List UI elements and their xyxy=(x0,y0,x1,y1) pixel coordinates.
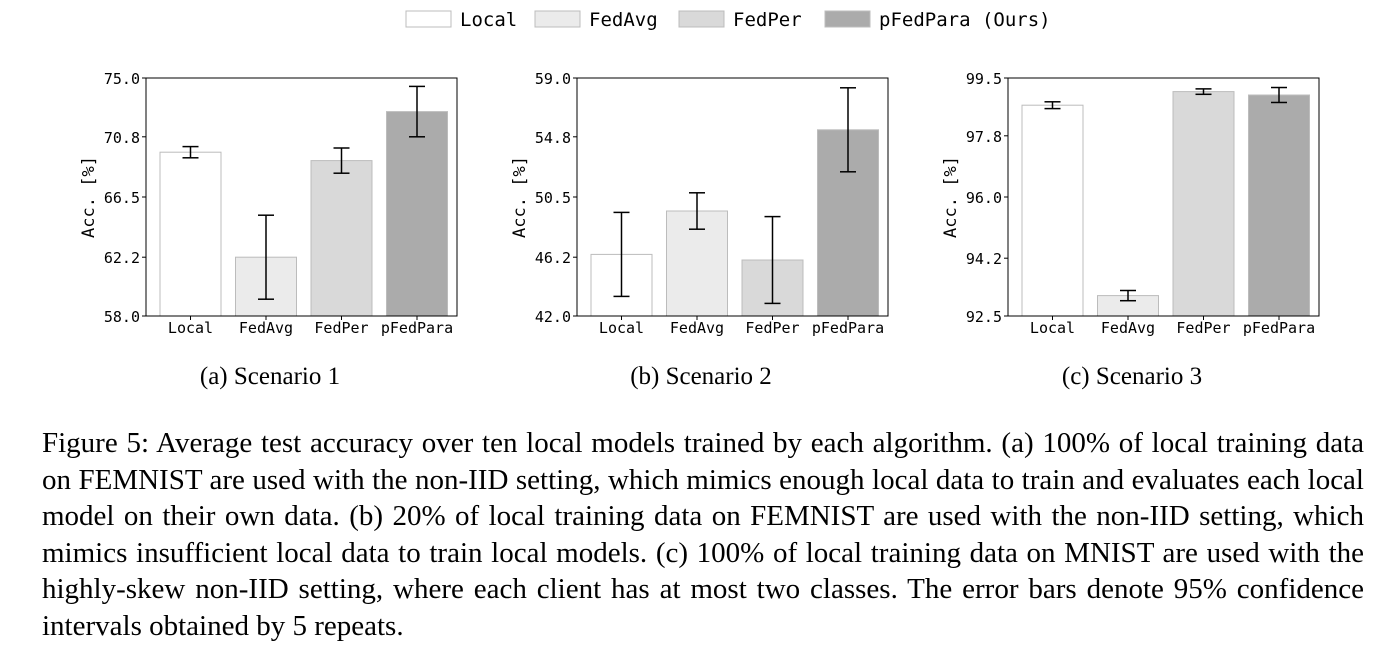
x-tick-label: FedAvg xyxy=(670,319,724,337)
y-tick-label: 42.0 xyxy=(535,308,571,326)
subfigure-caption: (c) Scenario 3 xyxy=(1062,363,1202,390)
legend-label-2: FedAvg xyxy=(589,9,658,31)
y-tick-label: 54.8 xyxy=(535,129,571,147)
chart-panel-1: Local FedAvg FedPer pFedPara 58.0 62.2 66.5 70.… xyxy=(79,70,458,390)
bar-local xyxy=(159,151,222,317)
y-tick-label: 66.5 xyxy=(104,189,140,207)
bar-fedper xyxy=(1172,91,1235,317)
y-tick-label: 96.0 xyxy=(966,189,1002,207)
legend-swatch-4 xyxy=(824,10,871,28)
x-tick-label: FedPer xyxy=(1176,319,1230,337)
bar-pfedpara xyxy=(1248,94,1310,317)
y-tick-label: 46.2 xyxy=(535,249,571,267)
bar-local xyxy=(1021,104,1084,317)
chart-panels: Local FedAvg FedPer pFedPara 58.0 62.2 66.5 70.… xyxy=(79,70,1320,390)
legend-label-4: pFedPara (Ours) xyxy=(879,9,1051,31)
x-tick-label: Local xyxy=(1030,319,1075,337)
y-tick-label: 75.0 xyxy=(104,70,140,88)
x-tick-label: FedAvg xyxy=(239,319,293,337)
x-tick-label: pFedPara xyxy=(381,319,453,337)
y-axis-label: Acc. [%] xyxy=(79,156,99,238)
y-tick-label: 59.0 xyxy=(535,70,571,88)
x-tick-label: FedPer xyxy=(314,319,368,337)
legend-swatch-2 xyxy=(534,10,581,28)
chart-legend: Local FedAvg FedPer pFedPara (Ours) xyxy=(405,9,1051,31)
y-axis-label: Acc. [%] xyxy=(510,156,530,238)
chart-panel-2: Local FedAvg FedPer pFedPara 42.0 46.2 50.5 54.… xyxy=(510,70,889,390)
chart-panel-3: Local FedAvg FedPer pFedPara 92.5 94.2 96.0 97.… xyxy=(941,70,1320,390)
y-axis-label: Acc. [%] xyxy=(941,156,961,238)
y-tick-label: 50.5 xyxy=(535,189,571,207)
figure-caption: Figure 5: Average test accuracy over ten… xyxy=(42,427,1364,642)
legend-swatch-1 xyxy=(405,10,452,28)
legend-label-3: FedPer xyxy=(733,9,802,31)
x-tick-label: pFedPara xyxy=(812,319,884,337)
legend-label-1: Local xyxy=(460,9,517,31)
y-tick-label: 94.2 xyxy=(966,250,1002,268)
subfigure-caption: (b) Scenario 2 xyxy=(630,363,772,390)
y-tick-label: 92.5 xyxy=(966,308,1002,326)
y-tick-label: 70.8 xyxy=(104,129,140,147)
y-tick-label: 97.8 xyxy=(966,128,1002,146)
y-tick-label: 99.5 xyxy=(966,70,1002,88)
x-tick-label: pFedPara xyxy=(1243,319,1315,337)
x-tick-label: Local xyxy=(168,319,213,337)
bar-fedper xyxy=(310,160,373,317)
x-tick-label: Local xyxy=(599,319,644,337)
y-tick-label: 62.2 xyxy=(104,249,140,267)
y-tick-label: 58.0 xyxy=(104,308,140,326)
legend-swatch-3 xyxy=(678,10,725,28)
bar-pfedpara xyxy=(386,111,448,317)
x-tick-label: FedAvg xyxy=(1101,319,1155,337)
subfigure-caption: (a) Scenario 1 xyxy=(200,363,340,390)
x-tick-label: FedPer xyxy=(745,319,799,337)
